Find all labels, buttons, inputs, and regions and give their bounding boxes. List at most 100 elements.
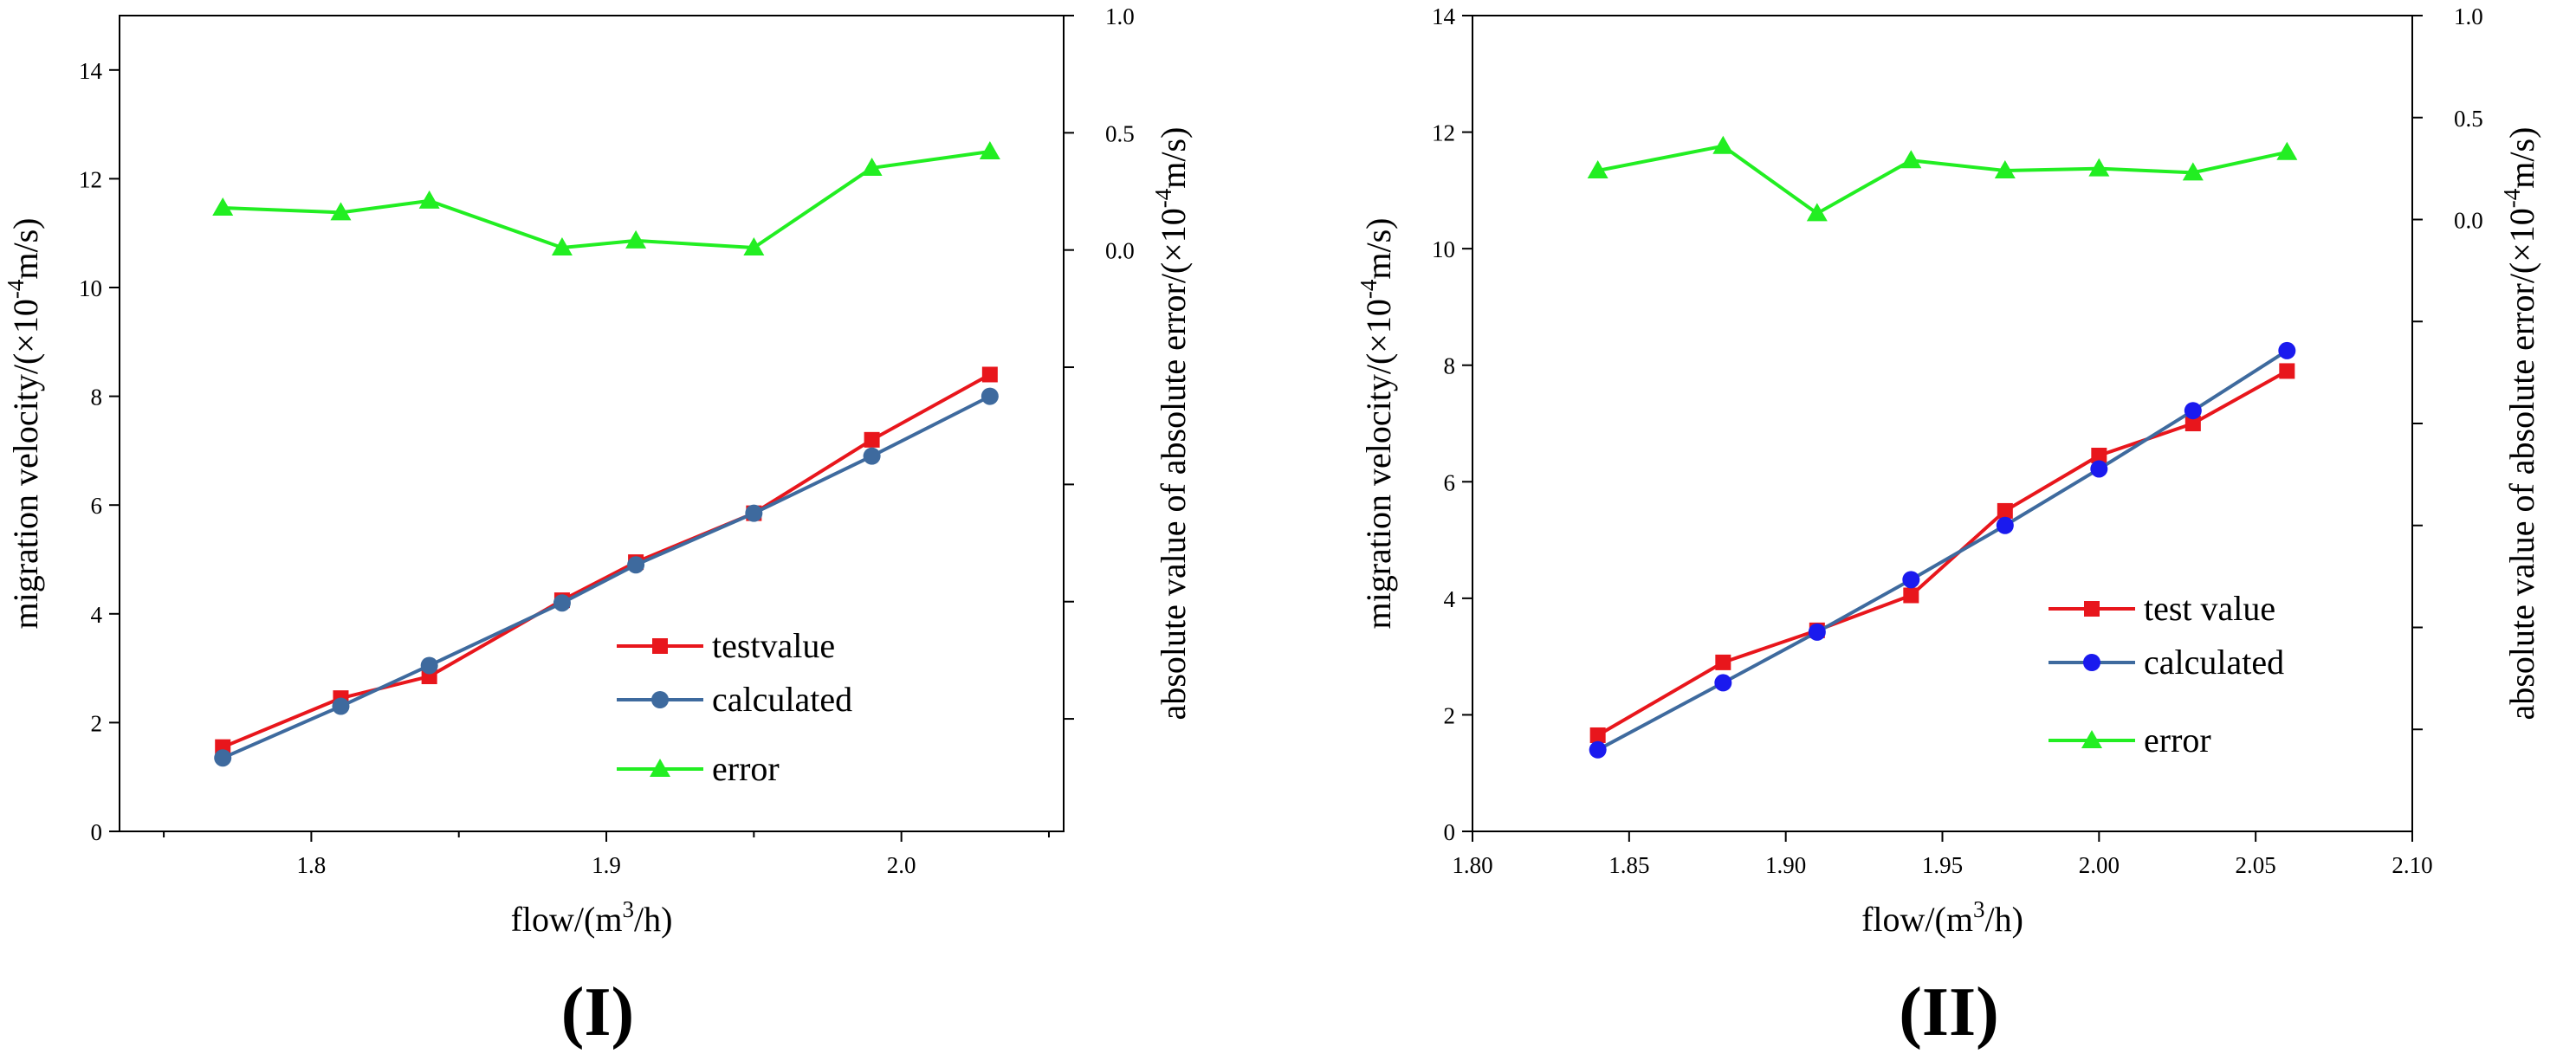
data-point [551,236,573,255]
data-point [979,141,1000,159]
legend: test value calculated error [2049,589,2284,759]
data-point [1587,159,1608,178]
y2-tick-label: 1.0 [2454,3,2483,29]
data-point [863,447,881,465]
x-tick-label: 2.10 [2392,852,2432,878]
series-square [215,366,998,755]
y-axis-label: migration velocity/(×10-4m/s) [3,218,45,630]
series-line [1596,349,2288,752]
legend-marker [652,638,668,654]
y-tick-label: 2 [91,710,103,736]
y-tick-label: 14 [1432,3,1456,29]
data-point [212,197,234,216]
data-point [2279,363,2295,379]
panel-label: (I) [561,974,634,1050]
x-tick-label: 1.95 [1922,852,1963,878]
data-point [1715,654,1731,670]
data-point [1900,150,1922,169]
x-tick-label: 1.90 [1765,852,1806,878]
legend-marker [651,691,669,708]
legend-label: error [2144,721,2211,759]
series-circle [214,387,999,767]
plot-frame [119,15,1065,832]
data-point [553,594,571,612]
y-tick-label: 6 [91,493,103,519]
data-point [2184,416,2201,431]
y2-tick-label: 0.0 [1105,238,1135,264]
series-line [223,150,991,249]
data-point [1806,203,1828,222]
legend: testvalue calculated error [617,626,852,788]
legend-label: error [712,749,780,788]
data-point [2091,448,2107,464]
data-point [420,656,438,675]
x-tick-label: 2.0 [887,852,916,878]
series-square [1589,363,2295,743]
y-tick-label: 10 [79,275,102,301]
data-point [1902,571,1920,589]
y-tick-label: 4 [91,602,103,628]
data-point [2182,162,2204,181]
y-tick-label: 8 [1444,353,1456,379]
x-axis-label: flow/(m3/h) [1861,896,2023,939]
x-tick-label: 2.00 [2079,852,2120,878]
plot-frame [1472,15,2413,832]
data-point [1996,516,2014,534]
x-tick-label: 1.80 [1452,852,1492,878]
chart-panel-1: 1.8 1.9 2.0 0 2 4 6 8 10 12 14 0.0 0.5 1.0 flow/(m3/h)… [3,3,1193,1050]
data-point [625,229,647,249]
data-point [332,697,350,715]
x-axis-label: flow/(m3/h) [511,896,673,939]
data-point [330,202,352,221]
data-point [214,749,232,767]
legend-label: test value [2144,589,2275,628]
y-tick-label: 12 [1432,120,1455,146]
data-point [418,190,440,209]
data-point [1589,727,1606,743]
legend-marker [2081,730,2102,748]
y-tick-label: 12 [79,166,102,192]
panel-label: (II) [1899,974,1999,1050]
data-point [981,366,998,383]
x-tick-label: 1.9 [592,852,621,878]
y2-axis-label: absolute value of absolute error/(×10-4m… [2499,127,2541,721]
x-tick-label: 1.85 [1608,852,1649,878]
data-point [981,387,999,405]
data-point [2088,158,2110,177]
legend-label: calculated [712,680,852,719]
series-triangle [212,141,1000,255]
legend-label: calculated [2144,643,2284,682]
data-point [2278,341,2296,359]
chart-panel-2: 1.80 1.85 1.90 1.95 2.00 2.05 2.10 0 2 4 6 8 10 12 14 0… [1356,3,2541,1050]
legend-marker [2083,654,2100,671]
y-axis-label: migration velocity/(×10-4m/s) [1356,218,1398,630]
y2-axis-label: absolute value of absolute error/(×10-4m… [1150,127,1193,721]
series-line [1597,144,2288,216]
legend-marker [650,759,670,777]
legend-label: testvalue [712,626,835,665]
data-point [2090,460,2108,478]
data-point [1714,674,1732,692]
y-tick-label: 2 [1444,702,1456,728]
data-point [1589,740,1607,759]
legend-marker [2084,601,2100,617]
data-point [2184,402,2202,420]
x-tick-label: 2.05 [2236,852,2276,878]
y2-tick-label: 1.0 [1105,3,1135,29]
data-point [2276,141,2298,160]
series-triangle [1587,135,2298,222]
y-tick-label: 0 [91,819,103,845]
data-point [1997,502,2013,519]
data-point [1808,623,1826,641]
data-point [864,431,880,448]
data-point [1712,135,1734,154]
y2-tick-label: 0.0 [2454,208,2483,234]
data-point [1994,159,2016,178]
y2-tick-label: 0.5 [2454,106,2483,132]
data-point [1903,587,1919,604]
series-circle [1589,341,2296,759]
data-point [861,157,883,176]
data-point [627,556,645,574]
y-tick-label: 10 [1432,236,1455,262]
